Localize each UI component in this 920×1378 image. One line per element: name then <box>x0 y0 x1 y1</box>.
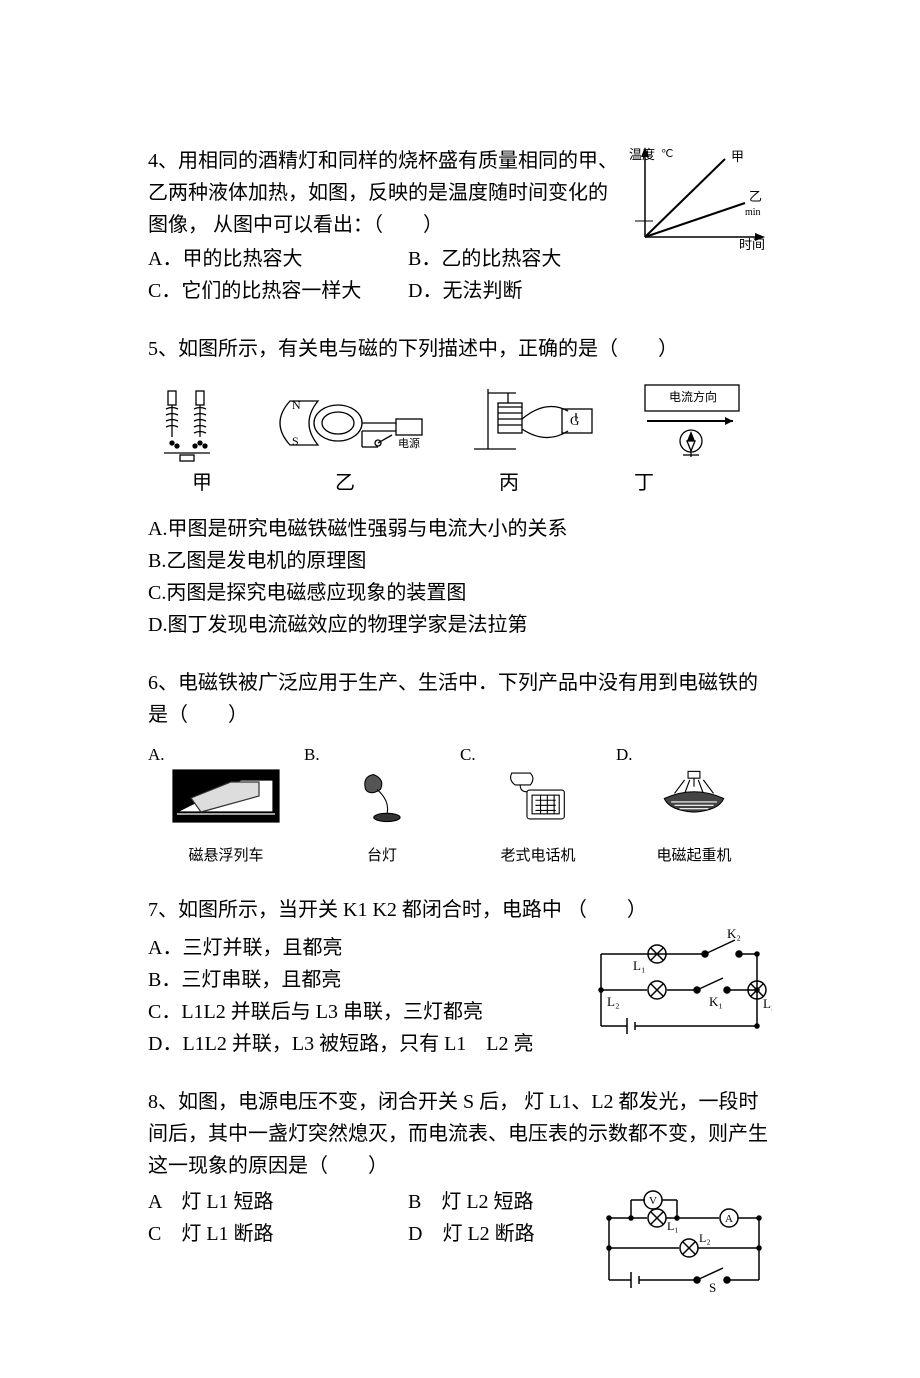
svg-text:min: min <box>745 207 761 218</box>
q7-text: 7、如图所示，当开关 K1 K2 都闭合时，电路中 （ ） <box>148 894 772 926</box>
q8-text: 8、如图，电源电压不变，闭合开关 S 后， 灯 L1、L2 都发光，一段时间后，… <box>148 1086 772 1182</box>
svg-text:L₁: L₁ <box>667 1219 679 1233</box>
svg-text:L₃: L₃ <box>763 996 772 1011</box>
svg-text:L₂: L₂ <box>699 1231 711 1245</box>
svg-text:℃: ℃ <box>661 148 673 160</box>
q5-text: 5、如图所示，有关电与磁的下列描述中，正确的是（ ） <box>148 333 772 365</box>
svg-text:甲: 甲 <box>731 149 744 164</box>
q4-opt-a: A．甲的比热容大 <box>148 243 408 275</box>
q5-figures: N S 电源 <box>148 373 772 463</box>
q7-opt-b: B．三灯串联，且都亮 <box>148 964 587 996</box>
q5-opt-c: C.丙图是探究电磁感应现象的装置图 <box>148 577 772 609</box>
q4-text: 4、用相同的酒精灯和同样的烧杯盛有质量相同的甲、乙两种液体加热，如图，反映的是温… <box>148 145 627 241</box>
q6-cap-b: 台灯 <box>304 844 460 868</box>
q5-label-d: 丁 <box>584 467 704 499</box>
svg-text:S: S <box>292 434 299 448</box>
q4-opt-d: D．无法判断 <box>408 275 522 307</box>
q5-opt-b: B.乙图是发电机的原理图 <box>148 545 772 577</box>
q4-chart: 温度 ℃ 甲 乙 min 时间 <box>627 145 772 307</box>
svg-text:时间: 时间 <box>739 237 765 250</box>
svg-text:L₁: L₁ <box>633 958 645 973</box>
svg-text:电流方向: 电流方向 <box>669 389 717 404</box>
svg-text:电源: 电源 <box>398 436 420 450</box>
q4-opt-b: B．乙的比热容大 <box>408 243 561 275</box>
question-6: 6、电磁铁被广泛应用于生产、生活中．下列产品中没有用到电磁铁的是（ ） A. 磁… <box>148 667 772 868</box>
q8-opt-d: D 灯 L2 断路 <box>408 1218 535 1250</box>
q5-label-c: 丙 <box>434 467 584 499</box>
svg-text:K₁: K₁ <box>709 994 723 1009</box>
question-4: 4、用相同的酒精灯和同样的烧杯盛有质量相同的甲、乙两种液体加热，如图，反映的是温… <box>148 145 772 307</box>
q4-ylabel: 温度 <box>629 147 655 162</box>
svg-text:G: G <box>570 413 579 428</box>
q6-cap-a: 磁悬浮列车 <box>148 844 304 868</box>
q6-cap-d: 电磁起重机 <box>616 844 772 868</box>
svg-text:V: V <box>649 1195 657 1207</box>
svg-text:N: N <box>292 398 301 412</box>
svg-text:乙: 乙 <box>749 189 762 204</box>
q7-circuit: K₂ L₁ L₂ K₁ <box>587 926 772 1060</box>
q5-label-a: 甲 <box>148 467 256 499</box>
svg-text:L₂: L₂ <box>607 994 619 1009</box>
q5-label-b: 乙 <box>256 467 434 499</box>
q8-opt-a: A 灯 L1 短路 <box>148 1186 408 1218</box>
question-5: 5、如图所示，有关电与磁的下列描述中，正确的是（ ） <box>148 333 772 641</box>
q8-opt-b: B 灯 L2 短路 <box>408 1186 534 1218</box>
q6-figures: A. 磁悬浮列车 B. 台灯 <box>148 741 772 868</box>
question-7: 7、如图所示，当开关 K1 K2 都闭合时，电路中 （ ） A．三灯并联，且都亮… <box>148 894 772 1060</box>
q5-opt-a: A.甲图是研究电磁铁磁性强弱与电流大小的关系 <box>148 513 772 545</box>
question-8: 8、如图，电源电压不变，闭合开关 S 后， 灯 L1、L2 都发光，一段时间后，… <box>148 1086 772 1292</box>
svg-text:S: S <box>709 1280 716 1292</box>
q8-opt-c: C 灯 L1 断路 <box>148 1218 408 1250</box>
q6-text: 6、电磁铁被广泛应用于生产、生活中．下列产品中没有用到电磁铁的是（ ） <box>148 667 772 731</box>
q7-opt-c: C．L1L2 并联后与 L3 串联，三灯都亮 <box>148 996 587 1028</box>
q5-opt-d: D.图丁发现电流磁效应的物理学家是法拉第 <box>148 609 772 641</box>
q7-opt-d: D．L1L2 并联，L3 被短路，只有 L1 L2 亮 <box>148 1028 587 1060</box>
q6-cap-c: 老式电话机 <box>460 844 616 868</box>
svg-text:K₂: K₂ <box>727 926 741 941</box>
q7-opt-a: A．三灯并联，且都亮 <box>148 932 587 964</box>
svg-text:A: A <box>725 1213 733 1225</box>
q4-opt-c: C．它们的比热容一样大 <box>148 275 408 307</box>
q8-circuit: S V L₁ A <box>597 1184 772 1292</box>
